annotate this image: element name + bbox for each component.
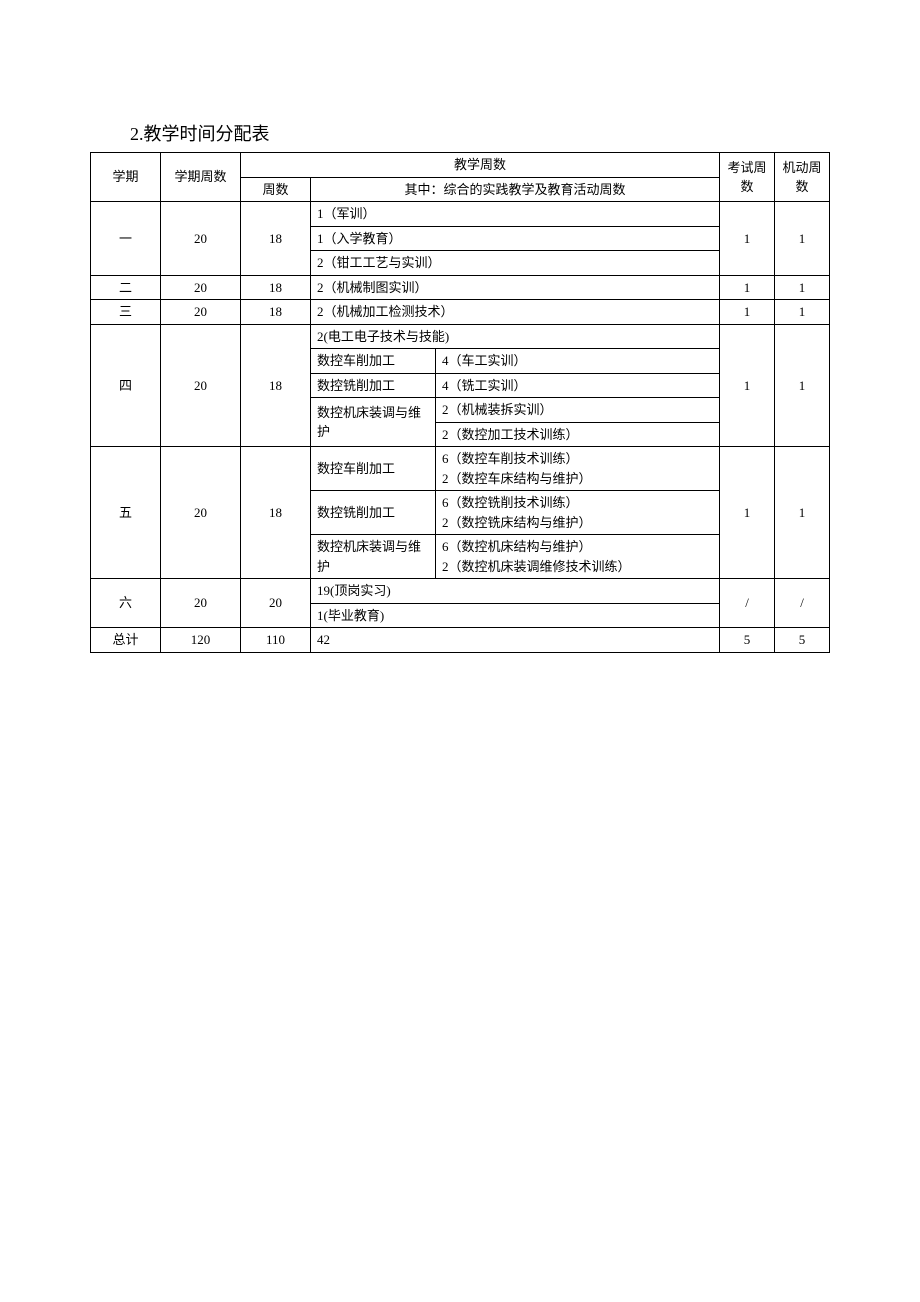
cell-exam: 1 xyxy=(720,275,775,300)
cell-sem-weeks: 20 xyxy=(161,579,241,628)
cell-item: 1（军训） xyxy=(311,202,720,227)
cell-item-line: 6（数控铣削技术训练） xyxy=(442,495,579,510)
cell-item-line: 2（数控铣床结构与维护） xyxy=(442,515,592,530)
header-semester-weeks: 学期周数 xyxy=(161,153,241,202)
cell-sem-weeks: 20 xyxy=(161,202,241,276)
cell-item: 数控铣削加工 xyxy=(311,491,436,535)
table-row: 三 20 18 2（机械加工检测技术） 1 1 xyxy=(91,300,830,325)
cell-item: 6（数控车削技术训练） 2（数控车床结构与维护） xyxy=(436,447,720,491)
cell-flex: 1 xyxy=(775,447,830,579)
cell-semester: 五 xyxy=(91,447,161,579)
cell-item: 2（数控加工技术训练） xyxy=(436,422,720,447)
cell-flex: 1 xyxy=(775,324,830,447)
cell-semester: 六 xyxy=(91,579,161,628)
cell-item: 数控车削加工 xyxy=(311,349,436,374)
cell-item: 19(顶岗实习) xyxy=(311,579,720,604)
cell-flex: 1 xyxy=(775,275,830,300)
header-weeks: 周数 xyxy=(241,177,311,202)
table-row: 六 20 20 19(顶岗实习) / / xyxy=(91,579,830,604)
cell-item: 数控机床装调与维护 xyxy=(311,398,436,447)
cell-item: 4（车工实训） xyxy=(436,349,720,374)
schedule-table: 学期 学期周数 教学周数 考试周数 机动周数 周数 其中：综合的实践教学及教育活… xyxy=(90,152,830,653)
table-row: 二 20 18 2（机械制图实训） 1 1 xyxy=(91,275,830,300)
cell-semester: 二 xyxy=(91,275,161,300)
cell-exam: 1 xyxy=(720,300,775,325)
cell-weeks: 20 xyxy=(241,579,311,628)
cell-weeks: 18 xyxy=(241,447,311,579)
cell-item: 6（数控机床结构与维护） 2（数控机床装调维修技术训练） xyxy=(436,535,720,579)
cell-weeks: 18 xyxy=(241,275,311,300)
cell-item: 4（铣工实训） xyxy=(436,373,720,398)
cell-item: 数控车削加工 xyxy=(311,447,436,491)
table-title: 2.教学时间分配表 xyxy=(130,120,830,146)
table-row: 四 20 18 2(电工电子技术与技能) 1 1 xyxy=(91,324,830,349)
cell-flex: / xyxy=(775,579,830,628)
cell-item-line: 2（数控车床结构与维护） xyxy=(442,471,592,486)
header-exam-weeks: 考试周数 xyxy=(720,153,775,202)
cell-exam: / xyxy=(720,579,775,628)
cell-sem-weeks: 20 xyxy=(161,275,241,300)
cell-total-flex: 5 xyxy=(775,628,830,653)
header-teaching-weeks: 教学周数 xyxy=(241,153,720,178)
header-practical-weeks: 其中：综合的实践教学及教育活动周数 xyxy=(311,177,720,202)
cell-exam: 1 xyxy=(720,447,775,579)
cell-weeks: 18 xyxy=(241,324,311,447)
cell-item: 2（机械加工检测技术） xyxy=(311,300,720,325)
cell-item-line: 6（数控机床结构与维护） xyxy=(442,539,592,554)
table-row: 一 20 18 1（军训） 1 1 xyxy=(91,202,830,227)
header-semester: 学期 xyxy=(91,153,161,202)
cell-item: 1(毕业教育) xyxy=(311,603,720,628)
header-flex-weeks: 机动周数 xyxy=(775,153,830,202)
table-row: 五 20 18 数控车削加工 6（数控车削技术训练） 2（数控车床结构与维护） … xyxy=(91,447,830,491)
cell-sem-weeks: 20 xyxy=(161,324,241,447)
cell-sem-weeks: 20 xyxy=(161,300,241,325)
cell-item: 6（数控铣削技术训练） 2（数控铣床结构与维护） xyxy=(436,491,720,535)
cell-exam: 1 xyxy=(720,202,775,276)
cell-flex: 1 xyxy=(775,202,830,276)
cell-item: 2（机械装拆实训） xyxy=(436,398,720,423)
cell-item: 2（机械制图实训） xyxy=(311,275,720,300)
cell-item: 2（钳工工艺与实训） xyxy=(311,251,720,276)
cell-item: 数控铣削加工 xyxy=(311,373,436,398)
cell-weeks: 18 xyxy=(241,202,311,276)
cell-total-exam: 5 xyxy=(720,628,775,653)
cell-item-line: 2（数控机床装调维修技术训练） xyxy=(442,559,631,574)
cell-item: 数控机床装调与维护 xyxy=(311,535,436,579)
cell-total-weeks: 110 xyxy=(241,628,311,653)
cell-semester: 一 xyxy=(91,202,161,276)
cell-semester: 三 xyxy=(91,300,161,325)
cell-exam: 1 xyxy=(720,324,775,447)
cell-total-label: 总计 xyxy=(91,628,161,653)
table-header-row: 学期 学期周数 教学周数 考试周数 机动周数 xyxy=(91,153,830,178)
cell-weeks: 18 xyxy=(241,300,311,325)
cell-item: 1（入学教育） xyxy=(311,226,720,251)
cell-sem-weeks: 20 xyxy=(161,447,241,579)
cell-item: 2(电工电子技术与技能) xyxy=(311,324,720,349)
table-row-total: 总计 120 110 42 5 5 xyxy=(91,628,830,653)
cell-item-line: 6（数控车削技术训练） xyxy=(442,451,579,466)
cell-total-sem-weeks: 120 xyxy=(161,628,241,653)
cell-semester: 四 xyxy=(91,324,161,447)
cell-flex: 1 xyxy=(775,300,830,325)
cell-total-practical: 42 xyxy=(311,628,720,653)
